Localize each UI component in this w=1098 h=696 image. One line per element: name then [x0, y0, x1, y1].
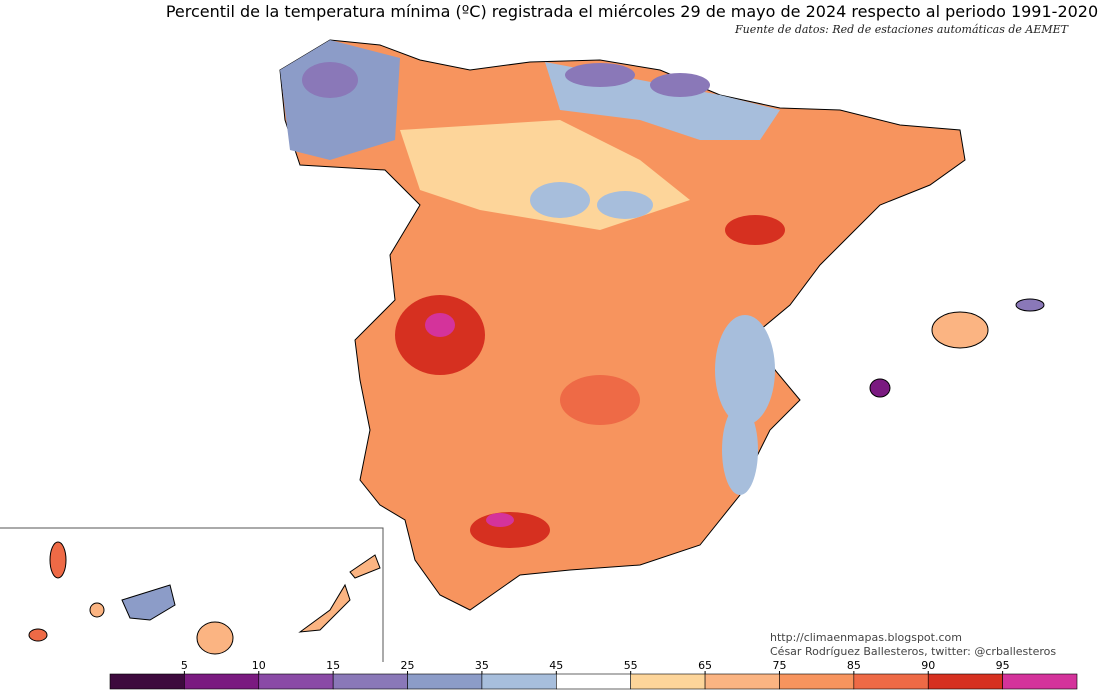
cool-patch	[565, 63, 635, 87]
island	[349, 554, 381, 579]
colorbar-bin	[332, 673, 408, 690]
colorbar-bin	[853, 673, 929, 690]
island	[121, 584, 176, 621]
colorbar-bin	[407, 673, 483, 690]
colorbar-bin	[109, 673, 185, 690]
colorbar: 5 10 15 25 35 45 55 65 75 85 90 95	[109, 659, 1078, 690]
colorbar-tick-label: 75	[772, 659, 786, 672]
island	[298, 583, 351, 633]
menorca	[1015, 298, 1045, 312]
peninsula-map	[279, 39, 1045, 611]
credit-url: http://climaenmapas.blogspot.com	[770, 631, 962, 644]
galicia-cool	[280, 40, 400, 160]
mallorca	[931, 311, 989, 349]
credit-author: César Rodríguez Ballesteros, twitter: @c…	[770, 645, 1056, 658]
colorbar-bin	[704, 673, 780, 690]
colorbar-bin	[630, 673, 706, 690]
colorbar-tick-label: 35	[475, 659, 489, 672]
colorbar-tick-label: 85	[847, 659, 861, 672]
cool-patch	[302, 62, 358, 98]
colorbar-bin	[481, 673, 557, 690]
canary-inset	[0, 527, 384, 662]
island	[89, 602, 105, 618]
east-cool	[722, 405, 758, 495]
cool-patch	[597, 191, 653, 219]
source: Fuente de datos: Red de estaciones autom…	[734, 23, 1070, 36]
colorbar-bin	[1002, 673, 1078, 690]
cool-patch	[650, 73, 710, 97]
colorbar-bin	[779, 673, 855, 690]
island	[49, 541, 67, 579]
warm-patch	[725, 215, 785, 245]
ibiza	[869, 378, 891, 398]
colorbar-bin	[184, 673, 260, 690]
colorbar-tick-label: 15	[326, 659, 340, 672]
colorbar-tick-label: 10	[252, 659, 266, 672]
east-cool	[715, 315, 775, 425]
warm-patch	[560, 375, 640, 425]
colorbar-tick-label: 25	[401, 659, 415, 672]
colorbar-tick-label: 90	[921, 659, 935, 672]
cool-patch	[530, 182, 590, 218]
colorbar-tick-label: 55	[624, 659, 638, 672]
colorbar-tick-label: 65	[698, 659, 712, 672]
colorbar-tick-label: 45	[549, 659, 563, 672]
hot-patch	[486, 513, 514, 527]
colorbar-tick-label: 95	[996, 659, 1010, 672]
island	[28, 628, 48, 642]
colorbar-bin	[927, 673, 1003, 690]
colorbar-bin	[556, 673, 631, 690]
island	[196, 621, 234, 655]
title: Percentil de la temperatura mínima (ºC) …	[166, 2, 1098, 21]
colorbar-bin	[258, 673, 334, 690]
inset-frame	[0, 527, 384, 662]
hot-patch	[425, 313, 455, 337]
colorbar-tick-label: 5	[181, 659, 188, 672]
